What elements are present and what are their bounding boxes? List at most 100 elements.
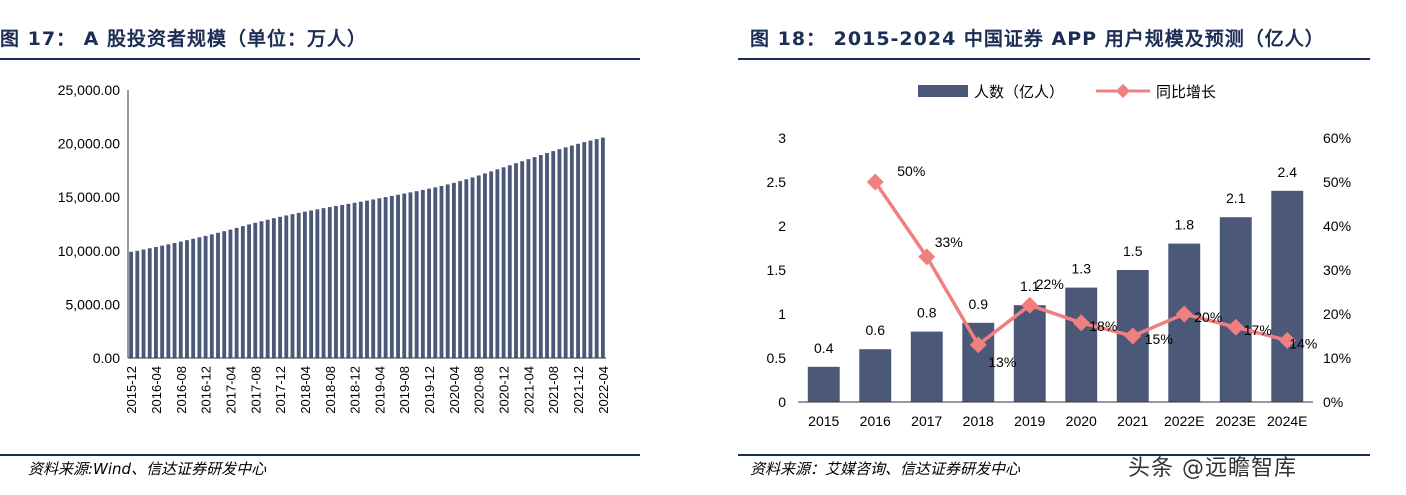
right-source-note: 资料来源：艾媒咨询、信达证券研发中心 xyxy=(750,460,1021,478)
bar xyxy=(569,145,574,358)
bar xyxy=(365,200,369,358)
growth-value-label: 15% xyxy=(1145,331,1173,347)
x-tick-label: 2015 xyxy=(808,413,839,429)
y-right-tick-label: 20% xyxy=(1323,306,1351,322)
bar xyxy=(209,234,214,358)
bar xyxy=(228,229,233,358)
bar xyxy=(1013,305,1046,402)
bar xyxy=(427,188,432,358)
growth-value-label: 18% xyxy=(1089,318,1117,334)
bar xyxy=(464,179,469,358)
y-tick-label: 10,000.00 xyxy=(58,243,120,259)
bar xyxy=(408,192,413,358)
left-chart: 0.00 5,000.00 10,000.00 15,000.00 20,000.00 2… xyxy=(58,82,611,414)
y-tick-label: 0.00 xyxy=(93,350,120,366)
right-chart-title: 图 18： 2015-2024 中国证券 APP 用户规模及预测（亿人） xyxy=(750,28,1325,50)
x-tick-label: 2020-12 xyxy=(497,366,512,414)
y-left-tick-label: 1.5 xyxy=(767,262,787,278)
bar xyxy=(545,153,549,358)
bar xyxy=(563,147,568,358)
bar xyxy=(470,177,475,358)
x-tick-label: 2015-12 xyxy=(124,366,139,414)
bar xyxy=(296,212,301,358)
x-tick-label: 2019-04 xyxy=(372,366,387,414)
x-tick-label: 2016 xyxy=(860,413,891,429)
bar xyxy=(859,349,892,402)
bar xyxy=(507,165,512,358)
right-panel: 图 18： 2015-2024 中国证券 APP 用户规模及预测（亿人） 人数（… xyxy=(738,0,1406,495)
x-tick-label: 2018-08 xyxy=(323,366,338,414)
bar-value-label: 1.3 xyxy=(1072,261,1092,277)
bar xyxy=(532,157,537,358)
y-right-tick-label: 60% xyxy=(1323,130,1351,146)
bar xyxy=(433,187,438,358)
bar xyxy=(377,198,382,358)
bar xyxy=(147,248,152,358)
bar xyxy=(501,167,506,358)
y-left-tick-label: 1 xyxy=(778,306,786,322)
bar xyxy=(203,235,208,358)
bar xyxy=(259,221,264,358)
x-tick-label: 2021-04 xyxy=(521,366,536,414)
bar xyxy=(594,139,599,358)
right-title-rule xyxy=(738,58,1370,60)
y-right-tick-label: 50% xyxy=(1323,174,1351,190)
bar xyxy=(538,155,543,358)
x-tick-label: 2023E xyxy=(1216,413,1256,429)
bar xyxy=(476,175,481,358)
x-tick-label: 2019 xyxy=(1014,413,1045,429)
growth-value-label: 22% xyxy=(1036,276,1064,292)
bar-value-label: 0.8 xyxy=(917,305,937,321)
bar xyxy=(216,232,220,358)
x-tick-label: 2022E xyxy=(1164,413,1204,429)
legend-bar-swatch xyxy=(918,85,968,97)
y-tick-label: 15,000.00 xyxy=(58,189,120,205)
x-tick-label: 2020 xyxy=(1066,413,1097,429)
x-tick-label: 2021 xyxy=(1117,413,1148,429)
left-chart-title: 图 17： A 股投资者规模（单位：万人） xyxy=(0,28,367,50)
x-tick-label: 2016-12 xyxy=(199,366,214,414)
bar xyxy=(588,140,593,358)
bar xyxy=(383,197,388,358)
growth-value-label: 14% xyxy=(1289,335,1317,351)
x-tick-label: 2020-04 xyxy=(447,366,462,414)
watermark-text: 头条 @远瞻智库 xyxy=(1128,456,1297,481)
bar xyxy=(234,227,239,358)
bar xyxy=(514,163,518,358)
bar-value-label: 2.4 xyxy=(1278,164,1298,180)
x-tick-label: 2018-12 xyxy=(348,366,363,414)
bar xyxy=(557,149,562,358)
x-tick-label: 2017-12 xyxy=(273,366,288,414)
growth-value-label: 13% xyxy=(988,354,1016,370)
bar xyxy=(526,159,531,358)
y-left-tick-label: 2 xyxy=(778,218,786,234)
x-tick-label: 2018-04 xyxy=(298,366,313,414)
bar-value-label: 0.9 xyxy=(969,296,989,312)
bar xyxy=(154,246,158,358)
bar xyxy=(278,216,283,358)
growth-value-label: 20% xyxy=(1194,309,1222,325)
y-right-tick-label: 0% xyxy=(1323,394,1343,410)
bar-value-label: 0.6 xyxy=(866,322,886,338)
y-right-tick-label: 40% xyxy=(1323,218,1351,234)
bar-value-label: 0.4 xyxy=(814,340,834,356)
y-left-tick-label: 2.5 xyxy=(767,174,787,190)
bar xyxy=(1219,217,1252,402)
bar xyxy=(178,241,183,358)
y-tick-label: 25,000.00 xyxy=(58,82,120,98)
x-tick-label: 2017-04 xyxy=(223,366,238,414)
left-source-note: 资料来源:Wind、信达证券研发中心 xyxy=(28,460,267,478)
bar xyxy=(346,203,351,358)
bar xyxy=(141,249,146,358)
bar xyxy=(327,207,332,358)
x-tick-label: 2019-08 xyxy=(397,366,412,414)
bar xyxy=(302,211,307,358)
bar xyxy=(290,214,295,358)
bar xyxy=(271,218,276,358)
x-tick-label: 2021-08 xyxy=(546,366,561,414)
y-left-tick-label: 0.5 xyxy=(767,350,787,366)
y-tick-label: 5,000.00 xyxy=(66,296,121,312)
bar xyxy=(172,242,177,358)
bar xyxy=(135,250,140,358)
bar xyxy=(166,244,171,358)
